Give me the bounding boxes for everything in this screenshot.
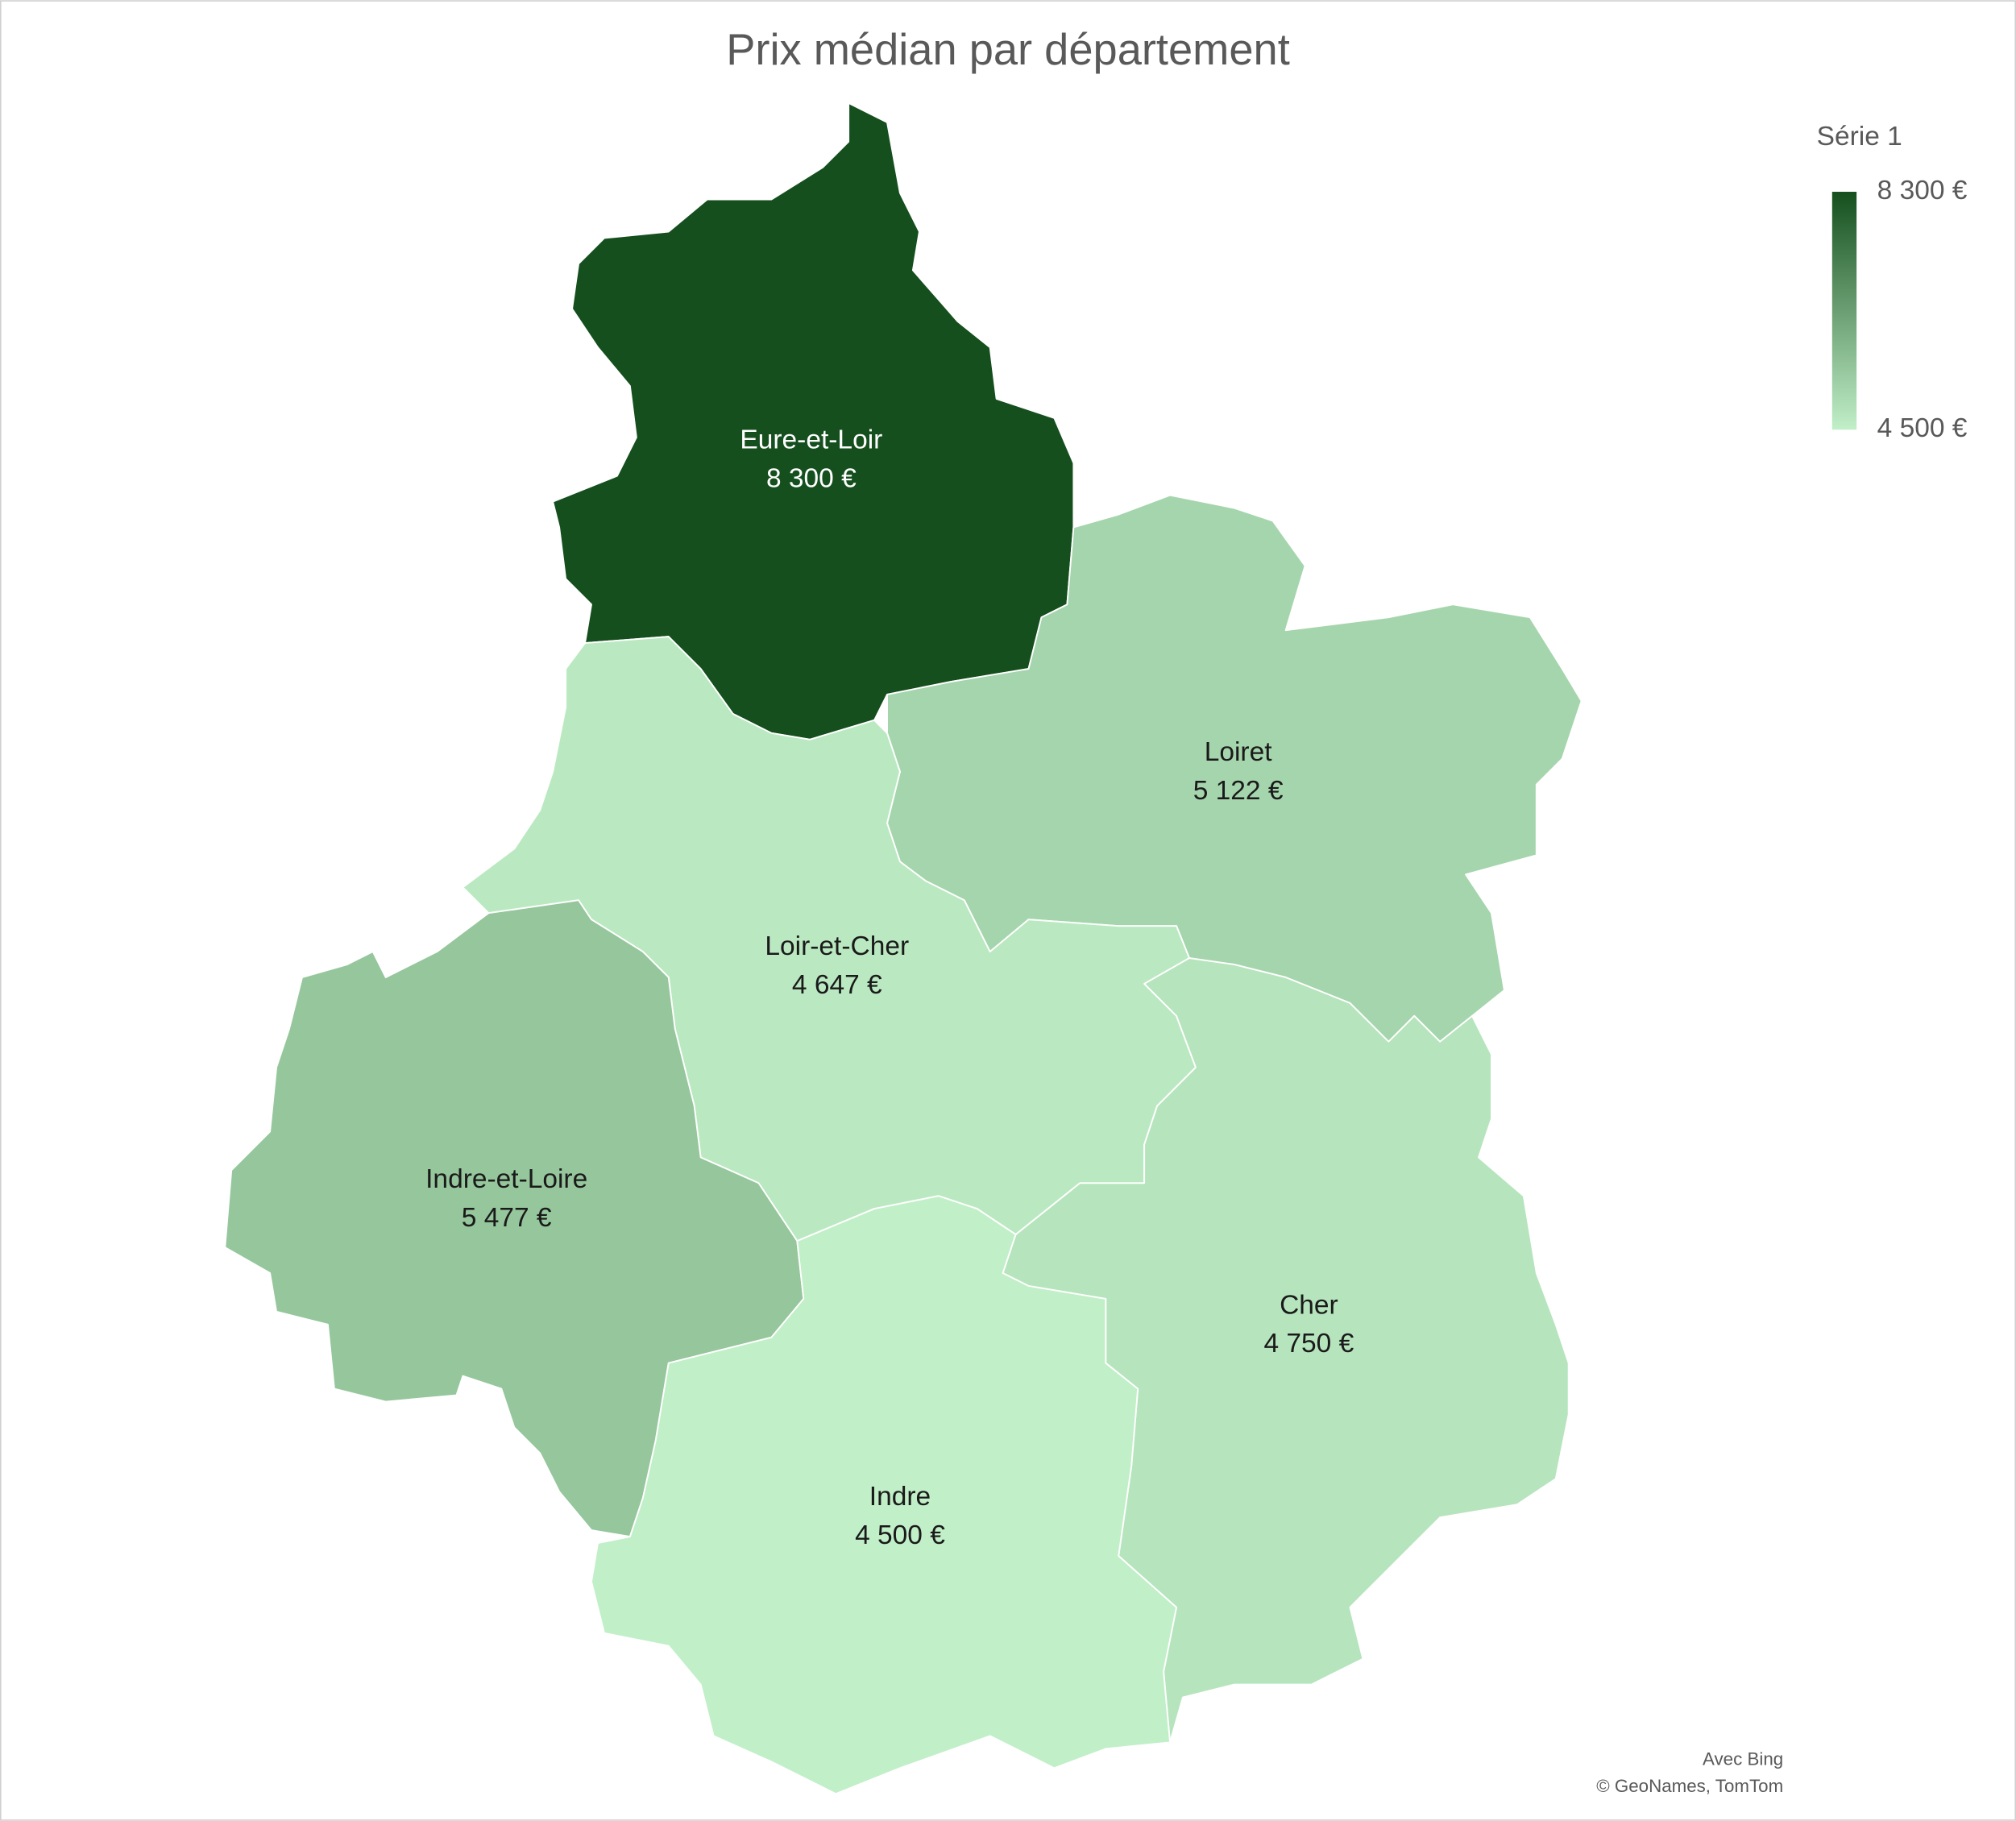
- region-name: Eure-et-Loir: [740, 425, 882, 454]
- region-name: Cher: [1280, 1290, 1338, 1320]
- region-name: Indre-et-Loire: [425, 1164, 587, 1194]
- region-name: Loiret: [1205, 737, 1272, 767]
- legend-title: Série 1: [1817, 122, 1902, 151]
- regions: [224, 102, 1583, 1795]
- region-name: Indre: [869, 1482, 931, 1512]
- region-value: 5 122 €: [1193, 776, 1284, 806]
- region-value: 8 300 €: [766, 463, 857, 493]
- legend-tick-label: 4 500 €: [1877, 413, 1968, 443]
- region-labels: Eure-et-Loir 8 300 € Loiret 5 122 € Loir-et-…: [425, 425, 1354, 1550]
- attribution: © GeoNames, TomTom: [1596, 1776, 1783, 1796]
- attribution: Avec Bing: [1703, 1749, 1783, 1769]
- region: [591, 1195, 1177, 1795]
- color-bar: [1831, 192, 1857, 430]
- color-legend: 8 300 € 4 500 €: [1831, 176, 1968, 443]
- region-value: 4 647 €: [792, 970, 882, 1000]
- region-value: 5 477 €: [462, 1203, 552, 1233]
- region-name: Loir-et-Cher: [765, 931, 909, 961]
- legend-tick-label: 8 300 €: [1877, 176, 1968, 205]
- region-value: 4 500 €: [855, 1520, 945, 1550]
- region-value: 4 750 €: [1263, 1329, 1354, 1358]
- chart-title: Prix médian par département: [726, 26, 1290, 74]
- region: [224, 899, 805, 1538]
- region: [1002, 957, 1570, 1744]
